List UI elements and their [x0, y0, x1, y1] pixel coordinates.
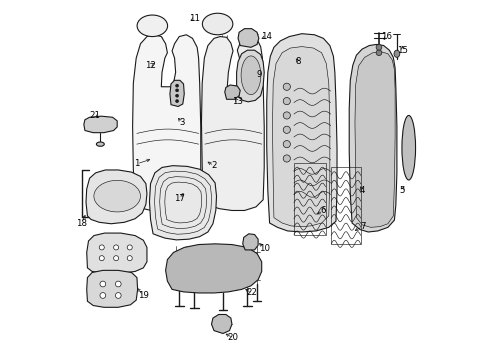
Circle shape — [283, 112, 290, 119]
Circle shape — [283, 155, 290, 162]
Text: 10: 10 — [258, 244, 269, 253]
Text: 18: 18 — [76, 219, 87, 228]
Text: 21: 21 — [89, 111, 100, 120]
Circle shape — [113, 245, 119, 250]
Polygon shape — [238, 29, 258, 47]
Polygon shape — [266, 34, 336, 232]
Ellipse shape — [393, 50, 399, 57]
Circle shape — [127, 245, 132, 250]
Polygon shape — [165, 244, 261, 293]
Polygon shape — [224, 85, 240, 99]
Polygon shape — [86, 233, 147, 273]
Circle shape — [283, 126, 290, 134]
Ellipse shape — [401, 116, 415, 180]
Polygon shape — [83, 116, 117, 133]
Text: 9: 9 — [256, 70, 261, 79]
Circle shape — [99, 256, 104, 261]
Text: 16: 16 — [380, 32, 391, 41]
Text: 15: 15 — [397, 46, 407, 55]
Bar — [293, 163, 325, 234]
Text: 5: 5 — [399, 186, 404, 195]
Text: 7: 7 — [359, 222, 365, 231]
Ellipse shape — [241, 56, 260, 95]
Text: 14: 14 — [260, 32, 271, 41]
Circle shape — [115, 293, 121, 298]
Polygon shape — [236, 50, 264, 102]
Polygon shape — [211, 315, 231, 333]
Polygon shape — [272, 46, 329, 226]
Circle shape — [175, 84, 178, 87]
Circle shape — [113, 256, 119, 261]
Ellipse shape — [137, 15, 167, 37]
Text: 13: 13 — [231, 96, 243, 105]
Polygon shape — [86, 270, 137, 307]
Text: 1: 1 — [134, 159, 140, 168]
Text: 20: 20 — [227, 333, 238, 342]
Polygon shape — [201, 36, 264, 211]
Circle shape — [175, 89, 178, 92]
Circle shape — [283, 140, 290, 148]
Polygon shape — [348, 44, 396, 232]
Text: 19: 19 — [138, 291, 148, 300]
Polygon shape — [169, 80, 184, 107]
Circle shape — [127, 256, 132, 261]
Polygon shape — [354, 51, 394, 227]
Circle shape — [115, 281, 121, 287]
Text: 2: 2 — [211, 161, 216, 170]
Text: 12: 12 — [145, 61, 156, 70]
Text: 11: 11 — [188, 14, 200, 23]
Circle shape — [175, 100, 178, 103]
Circle shape — [283, 98, 290, 105]
Circle shape — [283, 83, 290, 90]
Circle shape — [375, 44, 381, 50]
Circle shape — [175, 94, 178, 97]
Text: 6: 6 — [320, 206, 325, 215]
Text: 3: 3 — [179, 118, 184, 127]
Bar — [330, 167, 360, 244]
Polygon shape — [242, 234, 258, 250]
Circle shape — [99, 245, 104, 250]
Circle shape — [100, 281, 105, 287]
Circle shape — [375, 50, 381, 55]
Polygon shape — [86, 170, 147, 224]
Ellipse shape — [96, 142, 104, 146]
Polygon shape — [149, 166, 216, 240]
Ellipse shape — [202, 13, 232, 35]
Text: 4: 4 — [359, 186, 364, 195]
Ellipse shape — [94, 180, 140, 212]
Text: 17: 17 — [173, 194, 184, 203]
Text: 22: 22 — [245, 288, 257, 297]
Text: 8: 8 — [295, 57, 301, 66]
Circle shape — [100, 293, 105, 298]
Polygon shape — [132, 35, 201, 212]
